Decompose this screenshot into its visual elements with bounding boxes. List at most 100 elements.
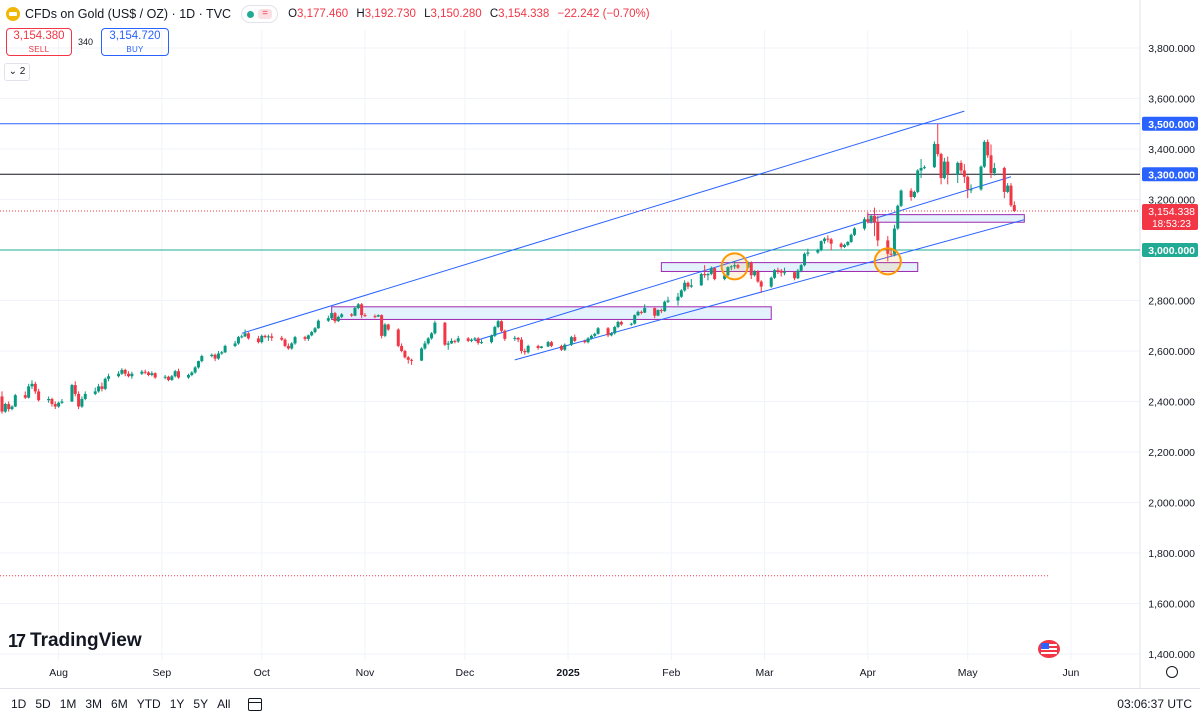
candle-body[interactable] [876, 222, 880, 241]
candle-body[interactable] [83, 393, 87, 399]
candle-body[interactable] [936, 143, 940, 155]
candle-body[interactable] [726, 267, 730, 276]
candle-body[interactable] [536, 345, 540, 348]
trend-line[interactable] [474, 176, 1012, 342]
candle-body[interactable] [546, 342, 550, 347]
candle-body[interactable] [170, 376, 174, 381]
candle-body[interactable] [223, 345, 227, 353]
candle-body[interactable] [956, 162, 960, 175]
candle-body[interactable] [500, 321, 503, 331]
timeframe-1d[interactable]: 1D [11, 697, 27, 711]
timeframe-3m[interactable]: 3M [85, 697, 103, 711]
candle-body[interactable] [653, 308, 657, 316]
candle-body[interactable] [862, 219, 866, 229]
candle-body[interactable] [852, 228, 856, 235]
candle-body[interactable] [456, 338, 460, 342]
candle-body[interactable] [866, 219, 870, 222]
candle-body[interactable] [363, 315, 367, 317]
candle-body[interactable] [57, 402, 61, 407]
candle-body[interactable] [596, 328, 600, 334]
candle-body[interactable] [330, 313, 334, 319]
candle-body[interactable] [266, 336, 270, 338]
candle-body[interactable] [946, 161, 950, 175]
candle-body[interactable] [163, 376, 167, 378]
candle-body[interactable] [410, 359, 414, 361]
candle-body[interactable] [962, 170, 966, 177]
candle-body[interactable] [982, 141, 986, 167]
candle-body[interactable] [549, 342, 553, 346]
candle-body[interactable] [470, 339, 474, 341]
candle-body[interactable] [23, 395, 27, 398]
support-zone[interactable] [867, 214, 1025, 223]
candle-body[interactable] [829, 239, 833, 244]
candle-body[interactable] [559, 345, 563, 350]
candle-body[interactable] [303, 337, 307, 339]
candle-body[interactable] [676, 296, 680, 301]
candle-body[interactable] [77, 393, 81, 407]
candle-body[interactable] [210, 354, 214, 357]
candle-body[interactable] [803, 253, 807, 266]
candle-body[interactable] [97, 386, 101, 392]
candle-body[interactable] [336, 316, 340, 322]
candle-body[interactable] [796, 270, 800, 279]
candle-body[interactable] [493, 327, 497, 336]
candle-body[interactable] [709, 268, 713, 274]
candle-body[interactable] [30, 383, 34, 387]
timeframe-6m[interactable]: 6M [111, 697, 128, 711]
candle-body[interactable] [443, 322, 447, 345]
candle-body[interactable] [769, 277, 773, 287]
timeframe-ytd[interactable]: YTD [136, 697, 161, 711]
candle-body[interactable] [823, 238, 827, 242]
candle-body[interactable] [989, 155, 993, 173]
candle-body[interactable] [243, 333, 247, 337]
candle-body[interactable] [609, 333, 613, 336]
candle-body[interactable] [706, 273, 710, 276]
candle-body[interactable] [117, 373, 121, 377]
candle-body[interactable] [613, 327, 617, 334]
candle-body[interactable] [53, 404, 57, 407]
candle-body[interactable] [316, 320, 320, 329]
candle-body[interactable] [123, 369, 127, 374]
candle-body[interactable] [147, 372, 151, 375]
highlight-circle[interactable] [873, 247, 902, 276]
candle-body[interactable] [286, 345, 290, 349]
candle-body[interactable] [176, 371, 180, 378]
candle-body[interactable] [213, 354, 217, 359]
candle-body[interactable] [773, 270, 777, 278]
candle-body[interactable] [430, 333, 434, 339]
candle-body[interactable] [190, 372, 194, 375]
candle-body[interactable] [513, 337, 517, 339]
candle-body[interactable] [896, 205, 900, 229]
candle-body[interactable] [143, 371, 147, 373]
candle-body[interactable] [872, 215, 876, 223]
candle-body[interactable] [969, 189, 973, 191]
candle-body[interactable] [130, 373, 134, 377]
candle-body[interactable] [703, 273, 707, 276]
candle-body[interactable] [196, 361, 200, 368]
candle-body[interactable] [70, 385, 74, 402]
candle-body[interactable] [569, 337, 573, 345]
candle-body[interactable] [216, 353, 220, 359]
timeframe-1m[interactable]: 1M [59, 697, 77, 711]
candle-body[interactable] [93, 391, 97, 394]
candle-body[interactable] [526, 345, 530, 353]
candle-body[interactable] [80, 398, 84, 407]
candle-body[interactable] [256, 338, 260, 343]
candle-body[interactable] [516, 337, 520, 340]
candle-body[interactable] [869, 215, 873, 222]
candle-body[interactable] [290, 343, 294, 349]
candle-body[interactable] [666, 300, 670, 302]
trend-line[interactable] [241, 110, 965, 334]
candle-body[interactable] [816, 250, 820, 253]
candle-body[interactable] [713, 268, 717, 280]
candle-body[interactable] [186, 374, 190, 378]
candle-body[interactable] [656, 310, 660, 316]
candle-body[interactable] [283, 339, 287, 346]
candle-body[interactable] [629, 323, 633, 325]
candle-body[interactable] [586, 338, 590, 343]
candle-body[interactable] [263, 335, 267, 338]
candle-body[interactable] [723, 275, 727, 280]
candle-body[interactable] [819, 241, 823, 250]
candle-body[interactable] [563, 344, 567, 350]
